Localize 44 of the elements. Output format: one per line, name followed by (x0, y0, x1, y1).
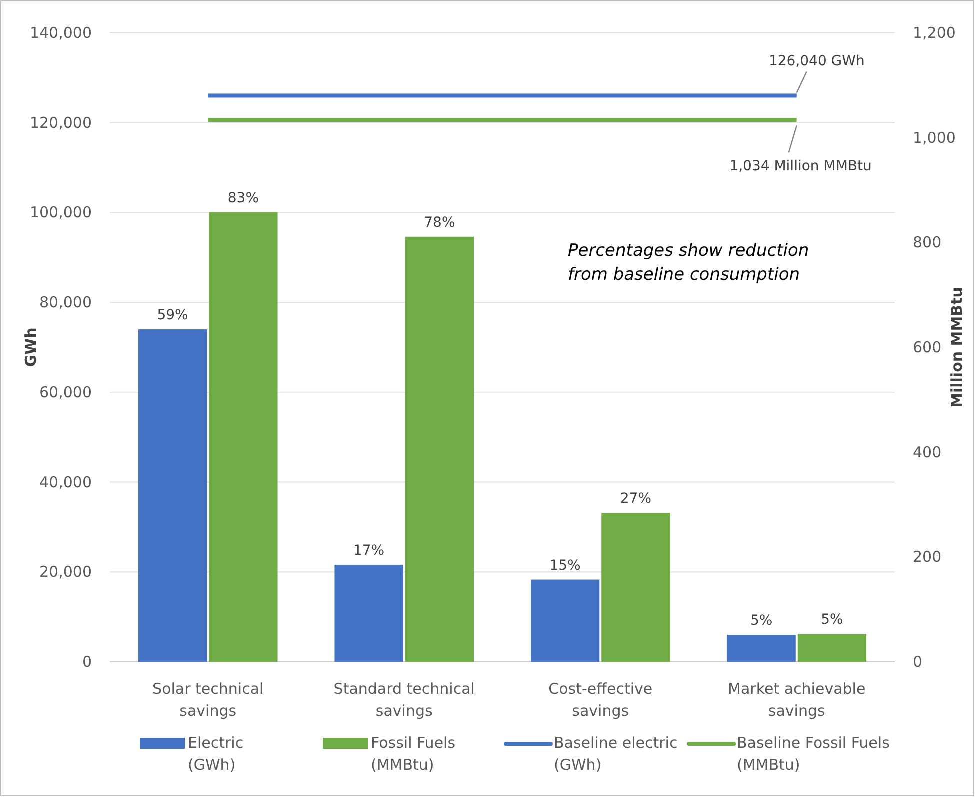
annotation: 17% (353, 542, 385, 559)
y2-tick-label: 1,000 (913, 128, 956, 147)
y2-tick-label: 1,200 (913, 24, 956, 42)
bar (138, 330, 208, 662)
legend-label: Electric (GWh) (188, 734, 244, 774)
bar (405, 236, 474, 662)
legend-label: Baseline Fossil Fuels (MMBtu) (737, 734, 890, 774)
y-tick-label: 100,000 (30, 204, 92, 222)
y-axis-title: GWh (22, 328, 40, 368)
y-tick-label: 140,000 (30, 24, 92, 42)
bar (530, 580, 600, 662)
y2-tick-label: 200 (913, 548, 942, 566)
y-tick-label: 60,000 (40, 383, 92, 402)
x-tick-label: Market achievable savings (728, 680, 866, 720)
y2-tick-label: 400 (913, 443, 942, 462)
y-tick-label: 120,000 (30, 114, 92, 132)
x-tick-label: Standard technical savings (334, 680, 475, 720)
bar (209, 212, 278, 662)
annotation: 27% (620, 491, 652, 508)
annotation: 83% (228, 190, 260, 206)
y-tick-label: 80,000 (40, 294, 92, 312)
y-tick-label: 20,000 (40, 563, 92, 582)
x-tick-label: Cost-effective savings (548, 680, 653, 720)
y2-axis-title: Million MMBtu (948, 287, 966, 408)
bar (727, 635, 796, 662)
bar (602, 513, 670, 662)
bar (798, 634, 867, 662)
annotation: 15% (550, 558, 581, 574)
annotation: 59% (157, 308, 188, 324)
legend-label: Fossil Fuels (MMBtu) (371, 734, 456, 774)
bar (334, 564, 404, 662)
annotation: 5% (750, 613, 773, 630)
annotation: 126,040 GWh (768, 54, 865, 70)
y2-tick-label: 600 (913, 338, 942, 356)
y2-tick-label: 0 (913, 653, 923, 671)
y-tick-label: 0 (82, 653, 92, 671)
annotation: 5% (821, 612, 844, 628)
legend-label: Baseline electric (GWh) (554, 734, 678, 774)
y-tick-label: 40,000 (40, 473, 92, 492)
annotation: Percentages show reduction from baseline consumption (568, 241, 810, 285)
annotation: 1,034 Million MMBtu (730, 158, 872, 175)
y2-tick-label: 800 (913, 234, 942, 252)
x-tick-label: Solar technical savings (152, 680, 264, 720)
annotation: 78% (424, 214, 456, 231)
